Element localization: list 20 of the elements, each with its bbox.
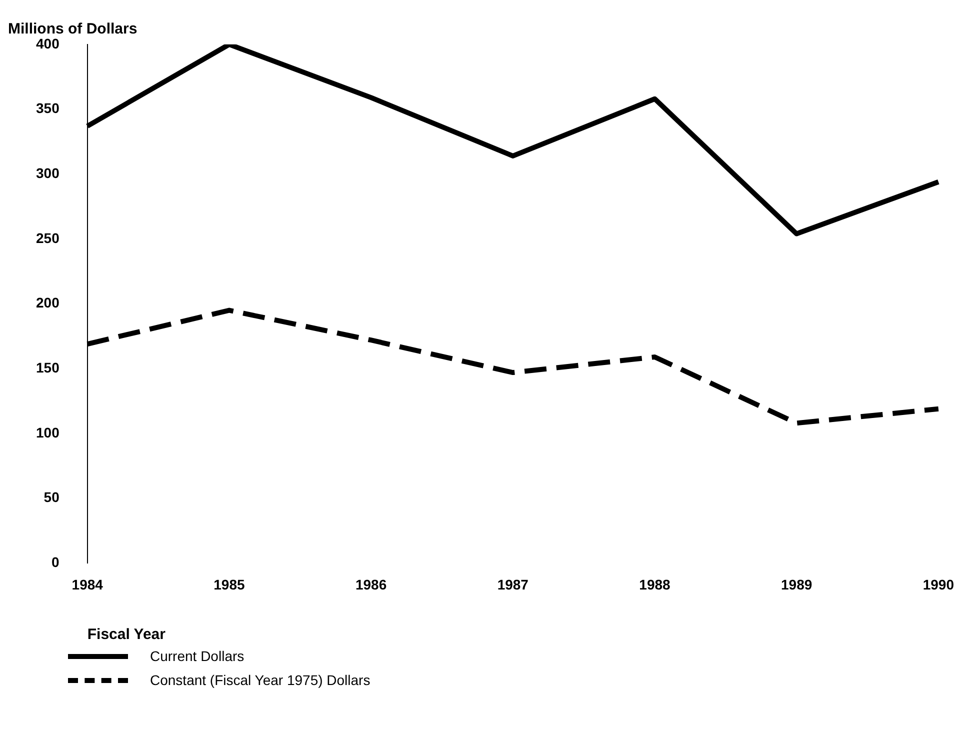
y-tick-label: 0	[52, 554, 60, 570]
y-tick-label: 300	[36, 164, 60, 181]
y-tick-label: 200	[36, 294, 60, 311]
legend-label: Current Dollars	[150, 648, 244, 664]
y-tick-label: 250	[36, 230, 60, 246]
x-tick-label: 1986	[355, 576, 387, 592]
chart-title: Millions of Dollars	[8, 20, 138, 38]
x-tick-label: 1988	[639, 576, 671, 592]
x-tick-label: 1987	[497, 576, 529, 592]
y-tick-label: 150	[36, 360, 60, 376]
y-tick-label: 400	[36, 35, 60, 52]
x-tick-label: 1990	[922, 576, 954, 592]
y-tick-label: 350	[36, 100, 60, 116]
x-tick-label: 1985	[214, 576, 245, 592]
x-axis-title: Fiscal Year	[87, 626, 166, 644]
y-tick-label: 50	[44, 489, 60, 506]
y-tick-label: 100	[36, 424, 60, 440]
legend-label: Constant (Fiscal Year 1975) Dollars	[150, 672, 370, 688]
x-tick-label: 1984	[72, 576, 104, 592]
x-tick-label: 1989	[781, 576, 812, 592]
